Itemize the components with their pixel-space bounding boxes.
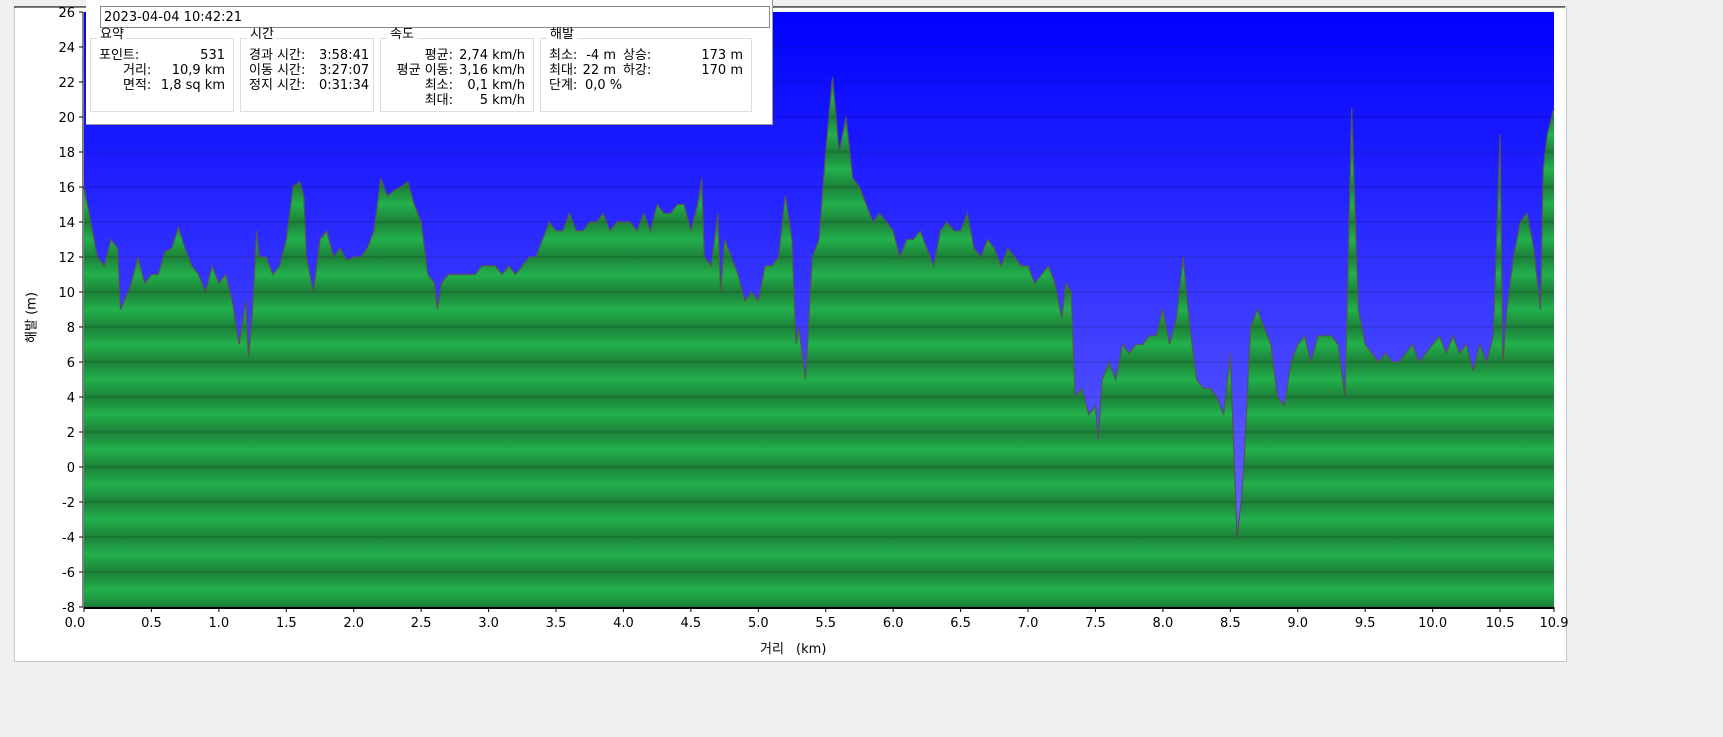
y-tick-label: 6 xyxy=(67,356,75,371)
moving-label: 이동 시간: xyxy=(249,63,306,78)
avg-moving-value: 3,16 km/h xyxy=(459,63,525,78)
x-tick-label: 0.5 xyxy=(141,616,162,631)
speed-group: 속도 평균: 2,74 km/h 평균 이동: 3,16 km/h 최소: 0,… xyxy=(380,28,534,112)
y-tick-label: 22 xyxy=(58,76,75,91)
time-group: 시간 경과 시간: 3:58:41 이동 시간: 3:27:07 정지 시간: … xyxy=(240,28,374,112)
y-tick-label: 24 xyxy=(58,41,75,56)
grade-label: 단계: xyxy=(549,78,578,93)
summary-panel: 2023-04-04 10:42:21 요약 포인트: 531 거리: 10,9… xyxy=(86,0,773,125)
max-speed-value: 5 km/h xyxy=(479,93,525,108)
x-tick-label: 2.5 xyxy=(411,616,432,631)
elevation-band xyxy=(84,397,1554,432)
min-elev-label: 최소: xyxy=(549,48,578,63)
x-tick-label: 7.5 xyxy=(1085,616,1106,631)
area-label: 면적: xyxy=(123,78,152,93)
elevation-group: 해발 최소: -4 m 상승: 173 m 최대: 22 m 하강: 170 m… xyxy=(540,28,752,112)
distance-label: 거리: xyxy=(123,63,152,78)
stopped-value: 0:31:34 xyxy=(319,78,370,93)
grade-value: 0,0 % xyxy=(585,78,623,93)
ascent-label: 상승: xyxy=(623,48,652,63)
x-tick-label: 0.0 xyxy=(65,616,86,631)
avg-speed-value: 2,74 km/h xyxy=(459,48,525,63)
descent-label: 하강: xyxy=(623,63,652,78)
moving-value: 3:27:07 xyxy=(319,63,370,78)
min-elev-value: -4 m xyxy=(586,48,616,63)
max-elev-label: 최대: xyxy=(549,63,578,78)
y-tick-label: 26 xyxy=(58,6,75,21)
avg-speed-label: 평균: xyxy=(424,48,453,63)
y-tick-label: 10 xyxy=(58,286,75,301)
area-value: 1,8 sq km xyxy=(160,78,225,93)
ascent-value: 173 m xyxy=(701,48,743,63)
summary-title: 요약 xyxy=(97,28,127,42)
points-value: 531 xyxy=(200,48,225,63)
min-speed-label: 최소: xyxy=(424,78,453,93)
elevation-band xyxy=(84,572,1554,607)
x-tick-label: 9.0 xyxy=(1287,616,1308,631)
x-tick-label: 10.9 xyxy=(1540,616,1569,631)
y-axis-label: 해발 (m) xyxy=(24,292,40,343)
y-tick-label: 16 xyxy=(58,181,75,196)
stopped-label: 정지 시간: xyxy=(249,78,306,93)
elevation-title: 해발 xyxy=(547,28,577,42)
x-tick-label: 1.5 xyxy=(276,616,297,631)
max-speed-label: 최대: xyxy=(424,93,453,108)
elevation-band xyxy=(84,502,1554,537)
elevation-band xyxy=(84,537,1554,572)
y-tick-label: 12 xyxy=(58,251,75,266)
x-tick-label: 4.0 xyxy=(613,616,634,631)
x-tick-label: 7.0 xyxy=(1018,616,1039,631)
y-tick-label: 2 xyxy=(67,426,75,441)
y-tick-label: 20 xyxy=(58,111,75,126)
x-tick-label: 6.0 xyxy=(883,616,904,631)
y-tick-label: 0 xyxy=(67,461,75,476)
timestamp-field[interactable]: 2023-04-04 10:42:21 xyxy=(100,6,770,28)
elapsed-value: 3:58:41 xyxy=(319,48,370,63)
x-tick-label: 4.5 xyxy=(681,616,702,631)
x-tick-label: 6.5 xyxy=(950,616,971,631)
y-tick-label: 18 xyxy=(58,146,75,161)
elevation-band xyxy=(84,362,1554,397)
elapsed-label: 경과 시간: xyxy=(249,48,306,63)
points-label: 포인트: xyxy=(99,48,140,63)
x-tick-label: 5.0 xyxy=(748,616,769,631)
x-tick-label: 5.5 xyxy=(815,616,836,631)
time-title: 시간 xyxy=(247,28,277,42)
x-tick-label: 3.5 xyxy=(546,616,567,631)
x-axis-label: 거리 (km) xyxy=(760,642,827,657)
y-tick-label: -8 xyxy=(62,601,75,616)
x-tick-label: 8.0 xyxy=(1153,616,1174,631)
x-tick-label: 8.5 xyxy=(1220,616,1241,631)
y-tick-label: -4 xyxy=(62,531,75,546)
y-tick-label: 4 xyxy=(67,391,75,406)
max-elev-value: 22 m xyxy=(582,63,616,78)
elevation-line xyxy=(83,76,1555,538)
elevation-band xyxy=(84,432,1554,467)
y-tick-label: 8 xyxy=(67,321,75,336)
y-tick-label: 14 xyxy=(58,216,75,231)
y-tick-label: -2 xyxy=(62,496,75,511)
min-speed-value: 0,1 km/h xyxy=(467,78,525,93)
x-tick-label: 3.0 xyxy=(478,616,499,631)
elevation-band xyxy=(84,467,1554,502)
avg-moving-label: 평균 이동: xyxy=(396,63,453,78)
summary-group: 요약 포인트: 531 거리: 10,9 km 면적: 1,8 sq km xyxy=(90,28,234,112)
descent-value: 170 m xyxy=(701,63,743,78)
x-tick-label: 2.0 xyxy=(343,616,364,631)
distance-value: 10,9 km xyxy=(171,63,225,78)
x-tick-label: 9.5 xyxy=(1355,616,1376,631)
x-tick-label: 1.0 xyxy=(209,616,230,631)
y-tick-label: -6 xyxy=(62,566,75,581)
speed-title: 속도 xyxy=(387,28,417,42)
x-tick-label: 10.5 xyxy=(1486,616,1515,631)
x-tick-label: 10.0 xyxy=(1418,616,1447,631)
